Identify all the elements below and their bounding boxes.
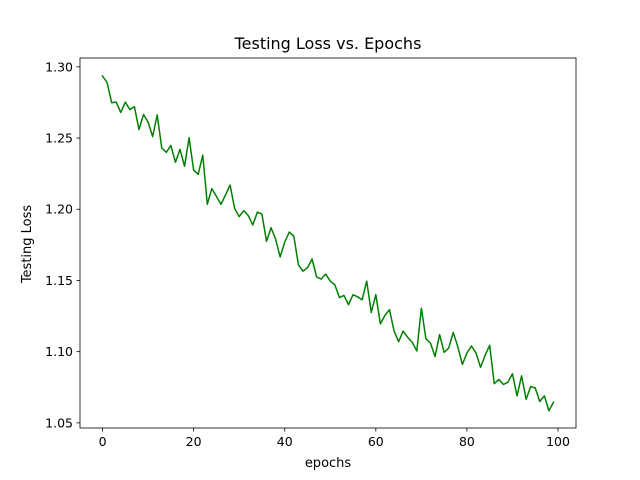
y-tick-label: 1.30 bbox=[45, 59, 73, 74]
x-tick-label: 20 bbox=[186, 434, 202, 449]
x-tick-label: 40 bbox=[277, 434, 293, 449]
x-tick-label: 80 bbox=[459, 434, 475, 449]
x-tick-label: 100 bbox=[546, 434, 570, 449]
y-tick-label: 1.20 bbox=[45, 202, 73, 217]
plot-frame bbox=[79, 57, 577, 429]
x-tick-label: 0 bbox=[99, 434, 107, 449]
y-tick-label: 1.10 bbox=[45, 344, 73, 359]
plot-area: 0 20 40 60 80 100 1.05 1.10 1.15 1.20 1.25 1.30 bbox=[45, 57, 577, 449]
y-tick-label: 1.15 bbox=[45, 273, 73, 288]
y-tick-label: 1.05 bbox=[45, 415, 73, 430]
x-tick-label: 60 bbox=[368, 434, 384, 449]
y-tick-label: 1.25 bbox=[45, 131, 73, 146]
y-axis-label: Testing Loss bbox=[20, 205, 35, 285]
series-line-0 bbox=[101, 75, 555, 412]
x-axis-label: epochs bbox=[305, 456, 352, 471]
chart-title: Testing Loss vs. Epochs bbox=[234, 34, 422, 53]
